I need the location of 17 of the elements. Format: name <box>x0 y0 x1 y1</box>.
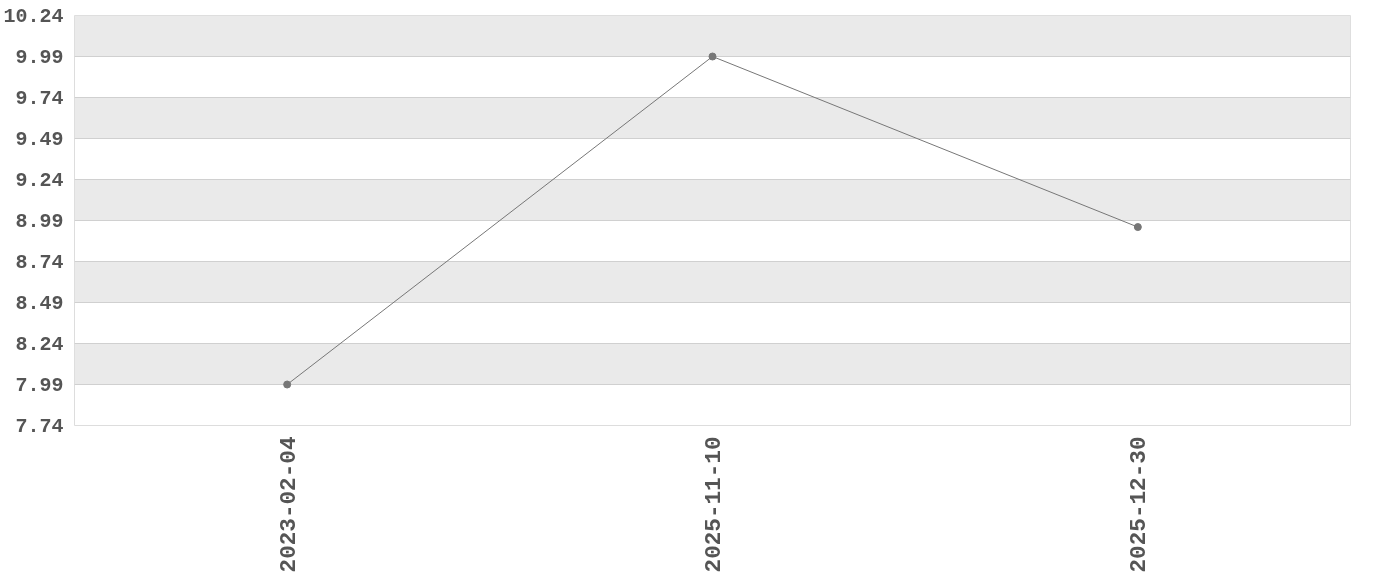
y-tick-label: 8.99 <box>15 210 64 233</box>
y-tick-label: 8.49 <box>15 292 64 315</box>
point <box>1133 223 1142 232</box>
y-tick-label: 8.74 <box>15 251 64 274</box>
point <box>283 380 292 389</box>
y-tick-label: 8.24 <box>15 333 64 356</box>
y-tick-label: 7.74 <box>15 415 64 438</box>
y-tick-label: 9.24 <box>15 169 64 192</box>
y-tick-label: 9.74 <box>15 87 64 110</box>
y-tick-label: 7.99 <box>15 374 64 397</box>
y-tick-label: 9.99 <box>15 46 64 69</box>
x-tick-label: 2023-02-04 <box>275 436 302 573</box>
y-tick-label: 10.24 <box>3 5 64 28</box>
x-tick-label: 2025-12-30 <box>1126 436 1153 573</box>
x-tick-label: 2025-11-10 <box>701 436 727 573</box>
point <box>708 52 717 61</box>
y-tick-label: 9.49 <box>15 128 64 151</box>
